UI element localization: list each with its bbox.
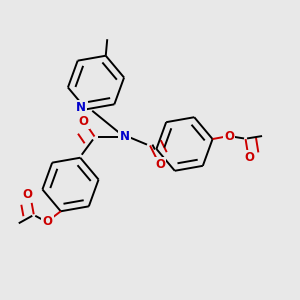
Text: O: O [23, 188, 33, 201]
Text: O: O [244, 152, 254, 164]
Text: O: O [42, 215, 52, 228]
Text: N: N [119, 130, 130, 143]
Text: O: O [155, 158, 165, 172]
Text: O: O [224, 130, 234, 142]
Text: O: O [78, 115, 88, 128]
Text: N: N [76, 101, 86, 114]
